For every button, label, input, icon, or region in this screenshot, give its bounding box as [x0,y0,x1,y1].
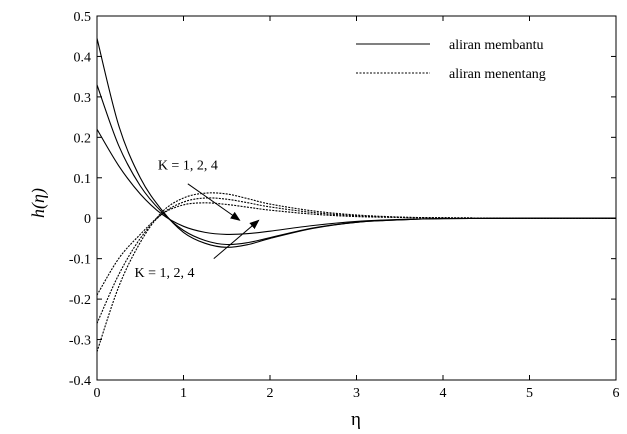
y-tick-label: 0.2 [74,131,92,146]
x-tick-label: 6 [613,386,620,401]
y-tick-label: 0 [84,212,91,227]
x-tick-label: 2 [267,386,274,401]
x-tick-label: 4 [440,386,447,401]
y-tick-label: -0.4 [69,374,91,389]
y-tick-label: 0.1 [74,172,92,187]
y-tick-label: 0.5 [74,10,92,25]
series-layer [96,38,617,352]
x-tick-label: 5 [526,386,533,401]
plot-frame [96,15,617,381]
legend-label-membantu: aliran membantu [449,38,543,53]
x-tick-label: 1 [180,386,187,401]
y-tick-label: -0.2 [69,293,91,308]
x-tick-label: 0 [94,386,101,401]
series-line-menentang-6 [96,192,617,352]
annotation-label-2: K = 1, 2, 4 [134,266,194,281]
y-tick-label: 0.3 [74,91,92,106]
x-tick-label: 3 [353,386,360,401]
annotation-arrow-1 [187,183,241,221]
legend-label-menentang: aliran menentang [449,67,546,82]
annotation-label-1: K = 1, 2, 4 [158,159,218,174]
legend: aliran membantu aliran menentang [356,38,546,82]
y-axis-label: h(η) [28,188,49,218]
annotation-arrow-2 [213,219,260,260]
y-tick-label: 0.4 [74,50,92,65]
y-tick-label: -0.1 [69,253,91,268]
y-tick-label: -0.3 [69,334,91,349]
x-axis-label: η [351,409,361,430]
series-line-membantu-3 [96,128,617,235]
annotations-layer: K = 1, 2, 4 K = 1, 2, 4 [134,159,260,281]
